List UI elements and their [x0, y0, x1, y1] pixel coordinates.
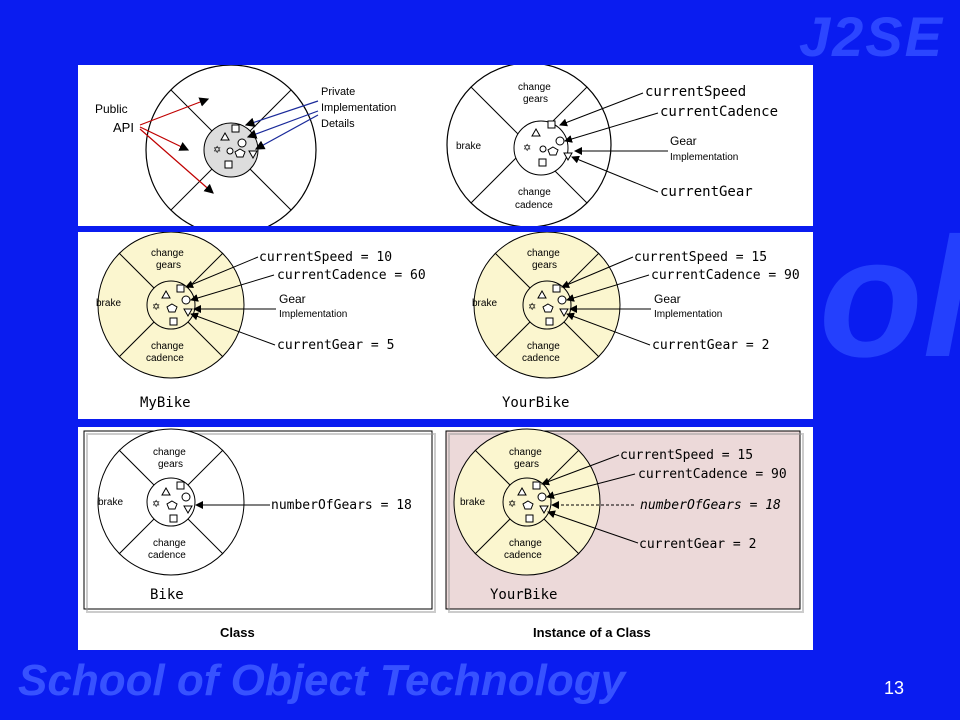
panel-object-concept: ✡ Public API Private Implementation Deta…	[78, 62, 813, 236]
instance-segment-change-cadence-1: change	[509, 538, 542, 549]
mybike-segment-brake: brake	[96, 298, 121, 309]
yourbike-segment-change-cadence-1: change	[527, 341, 560, 352]
public-label: Public	[95, 102, 128, 116]
private-label-3: Details	[321, 118, 355, 130]
mybike-current-gear: currentGear = 5	[277, 338, 394, 353]
svg-text:✡: ✡	[213, 145, 221, 156]
instance-footer: Instance of a Class	[533, 625, 651, 640]
yourbike-segment-change-cadence-2: cadence	[522, 353, 560, 364]
class-segment-change-cadence-2: cadence	[148, 550, 186, 561]
instance-current-cadence: currentCadence = 90	[638, 467, 787, 482]
mybike-segment-change-cadence-2: cadence	[146, 353, 184, 364]
mybike-caption: MyBike	[140, 395, 191, 411]
mybike-segment-change-gears-1: change	[151, 248, 184, 259]
instance-arrows	[541, 454, 639, 544]
school-of-object-technology-watermark: School of Object Technology	[18, 656, 626, 705]
wheel-mybike: ✡	[97, 231, 245, 379]
class-number-of-gears: numberOfGears = 18	[271, 498, 412, 513]
gear-label: Gear	[670, 134, 697, 148]
yourbike-segment-change-gears-2: gears	[532, 260, 557, 271]
api-label: API	[113, 120, 134, 135]
instance-segment-change-gears-2: gears	[514, 459, 539, 470]
panel-class-vs-instance: ✡ change gears brake change cadence numb…	[78, 427, 813, 650]
wheel-api: ✡	[145, 64, 317, 236]
class-segment-change-cadence-1: change	[153, 538, 186, 549]
class-segment-brake: brake	[98, 497, 123, 508]
yourbike-segment-change-gears-1: change	[527, 248, 560, 259]
svg-text:✡: ✡	[508, 499, 516, 510]
api-arrows	[139, 97, 214, 194]
mybike-gear-label: Gear	[279, 292, 306, 306]
wheel-instance: ✡	[453, 428, 601, 576]
class-caption: Bike	[150, 587, 184, 603]
instance-segment-change-gears-1: change	[509, 447, 542, 458]
segment-change-cadence-2: cadence	[515, 200, 553, 211]
svg-text:✡: ✡	[523, 143, 531, 154]
mybike-segment-change-gears-2: gears	[156, 260, 181, 271]
private-label-1: Private	[321, 86, 355, 98]
yourbike-caption: YourBike	[502, 395, 569, 411]
mybike-arrows	[185, 256, 276, 346]
class-segment-change-gears-1: change	[153, 447, 186, 458]
segment-change-gears-2: gears	[523, 94, 548, 105]
mybike-implementation-label: Implementation	[279, 309, 347, 320]
instance-segment-change-cadence-2: cadence	[504, 550, 542, 561]
current-cadence-label: currentCadence	[660, 104, 778, 120]
implementation-arrows	[559, 92, 668, 193]
wheel-class: ✡	[97, 428, 245, 576]
instance-current-speed: currentSpeed = 15	[620, 448, 753, 463]
instance-current-gear: currentGear = 2	[639, 537, 756, 552]
instance-caption: YourBike	[490, 587, 557, 603]
mybike-current-cadence: currentCadence = 60	[277, 268, 426, 283]
mybike-current-speed: currentSpeed = 10	[259, 250, 392, 265]
mybike-segment-change-cadence-1: change	[151, 341, 184, 352]
yourbike-gear-label: Gear	[654, 292, 681, 306]
class-vs-instance-diagram: ✡ change gears brake change cadence numb…	[83, 428, 804, 640]
implementation-label: Implementation	[670, 152, 738, 163]
wheel-yourbike: ✡	[473, 231, 621, 379]
private-label-2: Implementation	[321, 102, 396, 114]
yourbike-segment-brake: brake	[472, 298, 497, 309]
current-speed-label: currentSpeed	[645, 84, 746, 100]
current-gear-label: currentGear	[660, 184, 753, 200]
yourbike-current-gear: currentGear = 2	[652, 338, 769, 353]
instance-segment-brake: brake	[460, 497, 485, 508]
segment-change-cadence-1: change	[518, 187, 551, 198]
yourbike-implementation-label: Implementation	[654, 309, 722, 320]
panel-bike-instances: ✡ change gears brake change cadence curr…	[78, 231, 813, 419]
object-concept-diagram: ✡ Public API Private Implementation Deta…	[95, 62, 778, 236]
bike-instances-diagram: ✡ change gears brake change cadence curr…	[96, 231, 800, 411]
yourbike-current-speed: currentSpeed = 15	[634, 250, 767, 265]
segment-brake: brake	[456, 141, 481, 152]
yourbike-arrows	[561, 256, 651, 346]
page-number: 13	[884, 678, 905, 698]
yourbike-current-cadence: currentCadence = 90	[651, 268, 800, 283]
j2se-watermark: J2SE	[799, 5, 944, 68]
private-arrows	[244, 100, 319, 150]
instance-number-of-gears: numberOfGears = 18	[640, 498, 781, 513]
class-segment-change-gears-2: gears	[158, 459, 183, 470]
class-footer: Class	[220, 625, 255, 640]
svg-text:✡: ✡	[152, 302, 160, 313]
svg-text:✡: ✡	[528, 302, 536, 313]
segment-change-gears-1: change	[518, 82, 551, 93]
svg-text:✡: ✡	[152, 499, 160, 510]
